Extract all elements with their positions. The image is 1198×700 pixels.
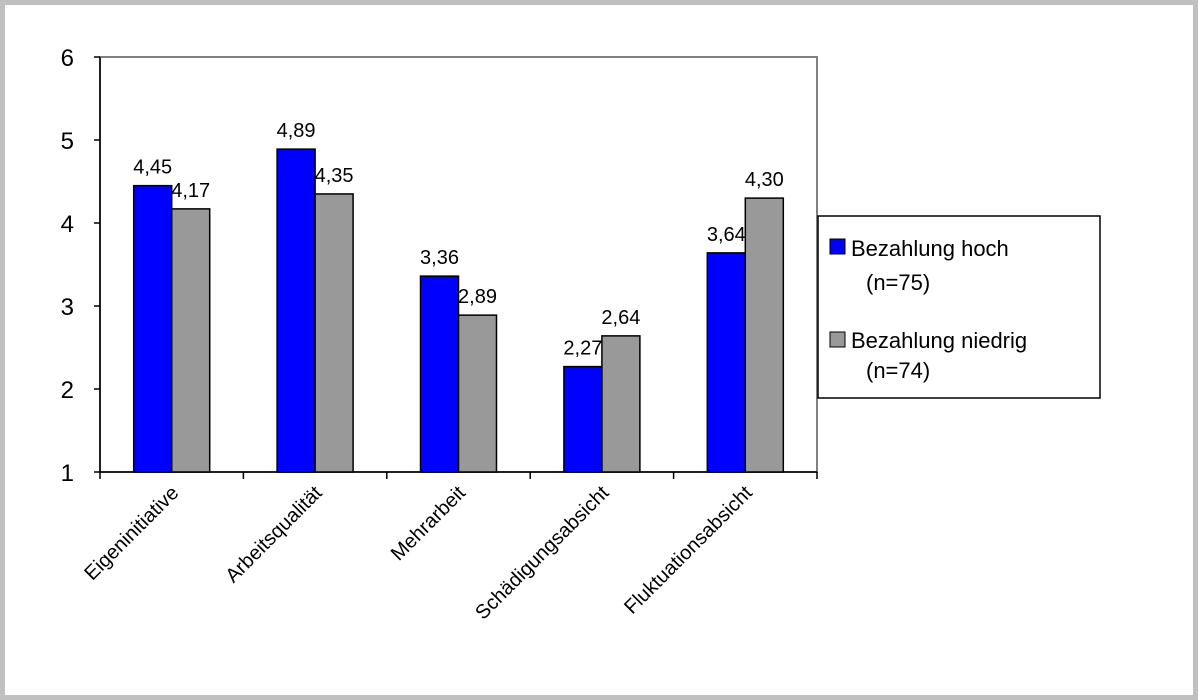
data-label: 2,89 [458,286,497,308]
bar [419,275,460,473]
bar [744,197,785,473]
bar [276,148,316,473]
y-tick-label: 2 [61,377,74,404]
category-label: Mehrarbeit [387,482,470,565]
bar [457,314,498,473]
data-label: 4,45 [133,157,172,179]
data-label: 4,17 [171,180,210,202]
category-label: Eigeninitiative [80,482,183,585]
data-label: 3,64 [707,224,746,246]
y-tick-label: 6 [61,45,74,72]
legend-label-bezahlung-hoch-n: (n=75) [866,270,930,295]
bar [132,184,173,473]
bar [563,365,603,473]
data-label: 3,36 [420,247,459,269]
data-label: 2,27 [563,338,602,360]
bar [706,252,747,473]
data-label: 4,89 [277,120,316,142]
category-label: Schädigungsabsicht [471,482,613,624]
y-tick-label: 4 [61,211,74,238]
legend: Bezahlung hoch (n=75) Bezahlung niedrig … [817,215,1101,399]
category-label: Arbeitsqualität [221,482,326,587]
legend-label-bezahlung-niedrig-n: (n=74) [866,358,930,383]
data-label: 4,35 [315,165,354,187]
legend-label-bezahlung-hoch: Bezahlung hoch [851,236,1009,261]
bar [601,335,641,473]
bar [170,208,211,473]
data-label: 2,64 [601,307,640,329]
legend-swatch-bezahlung-hoch [829,238,846,255]
y-tick-label: 1 [61,460,74,487]
legend-box [817,215,1101,399]
legend-label-bezahlung-niedrig: Bezahlung niedrig [851,328,1027,353]
y-tick-label: 3 [61,294,74,321]
legend-swatch-bezahlung-niedrig [829,331,846,348]
y-tick-label: 5 [61,128,74,155]
data-label: 4,30 [745,169,784,191]
category-label: Fluktuationsabsicht [620,482,757,619]
plot-area: 1 2 3 4 5 6 4,454,17 Eigeninitiative 4,89 4,35 Arb… [61,45,818,624]
bar [314,193,354,473]
